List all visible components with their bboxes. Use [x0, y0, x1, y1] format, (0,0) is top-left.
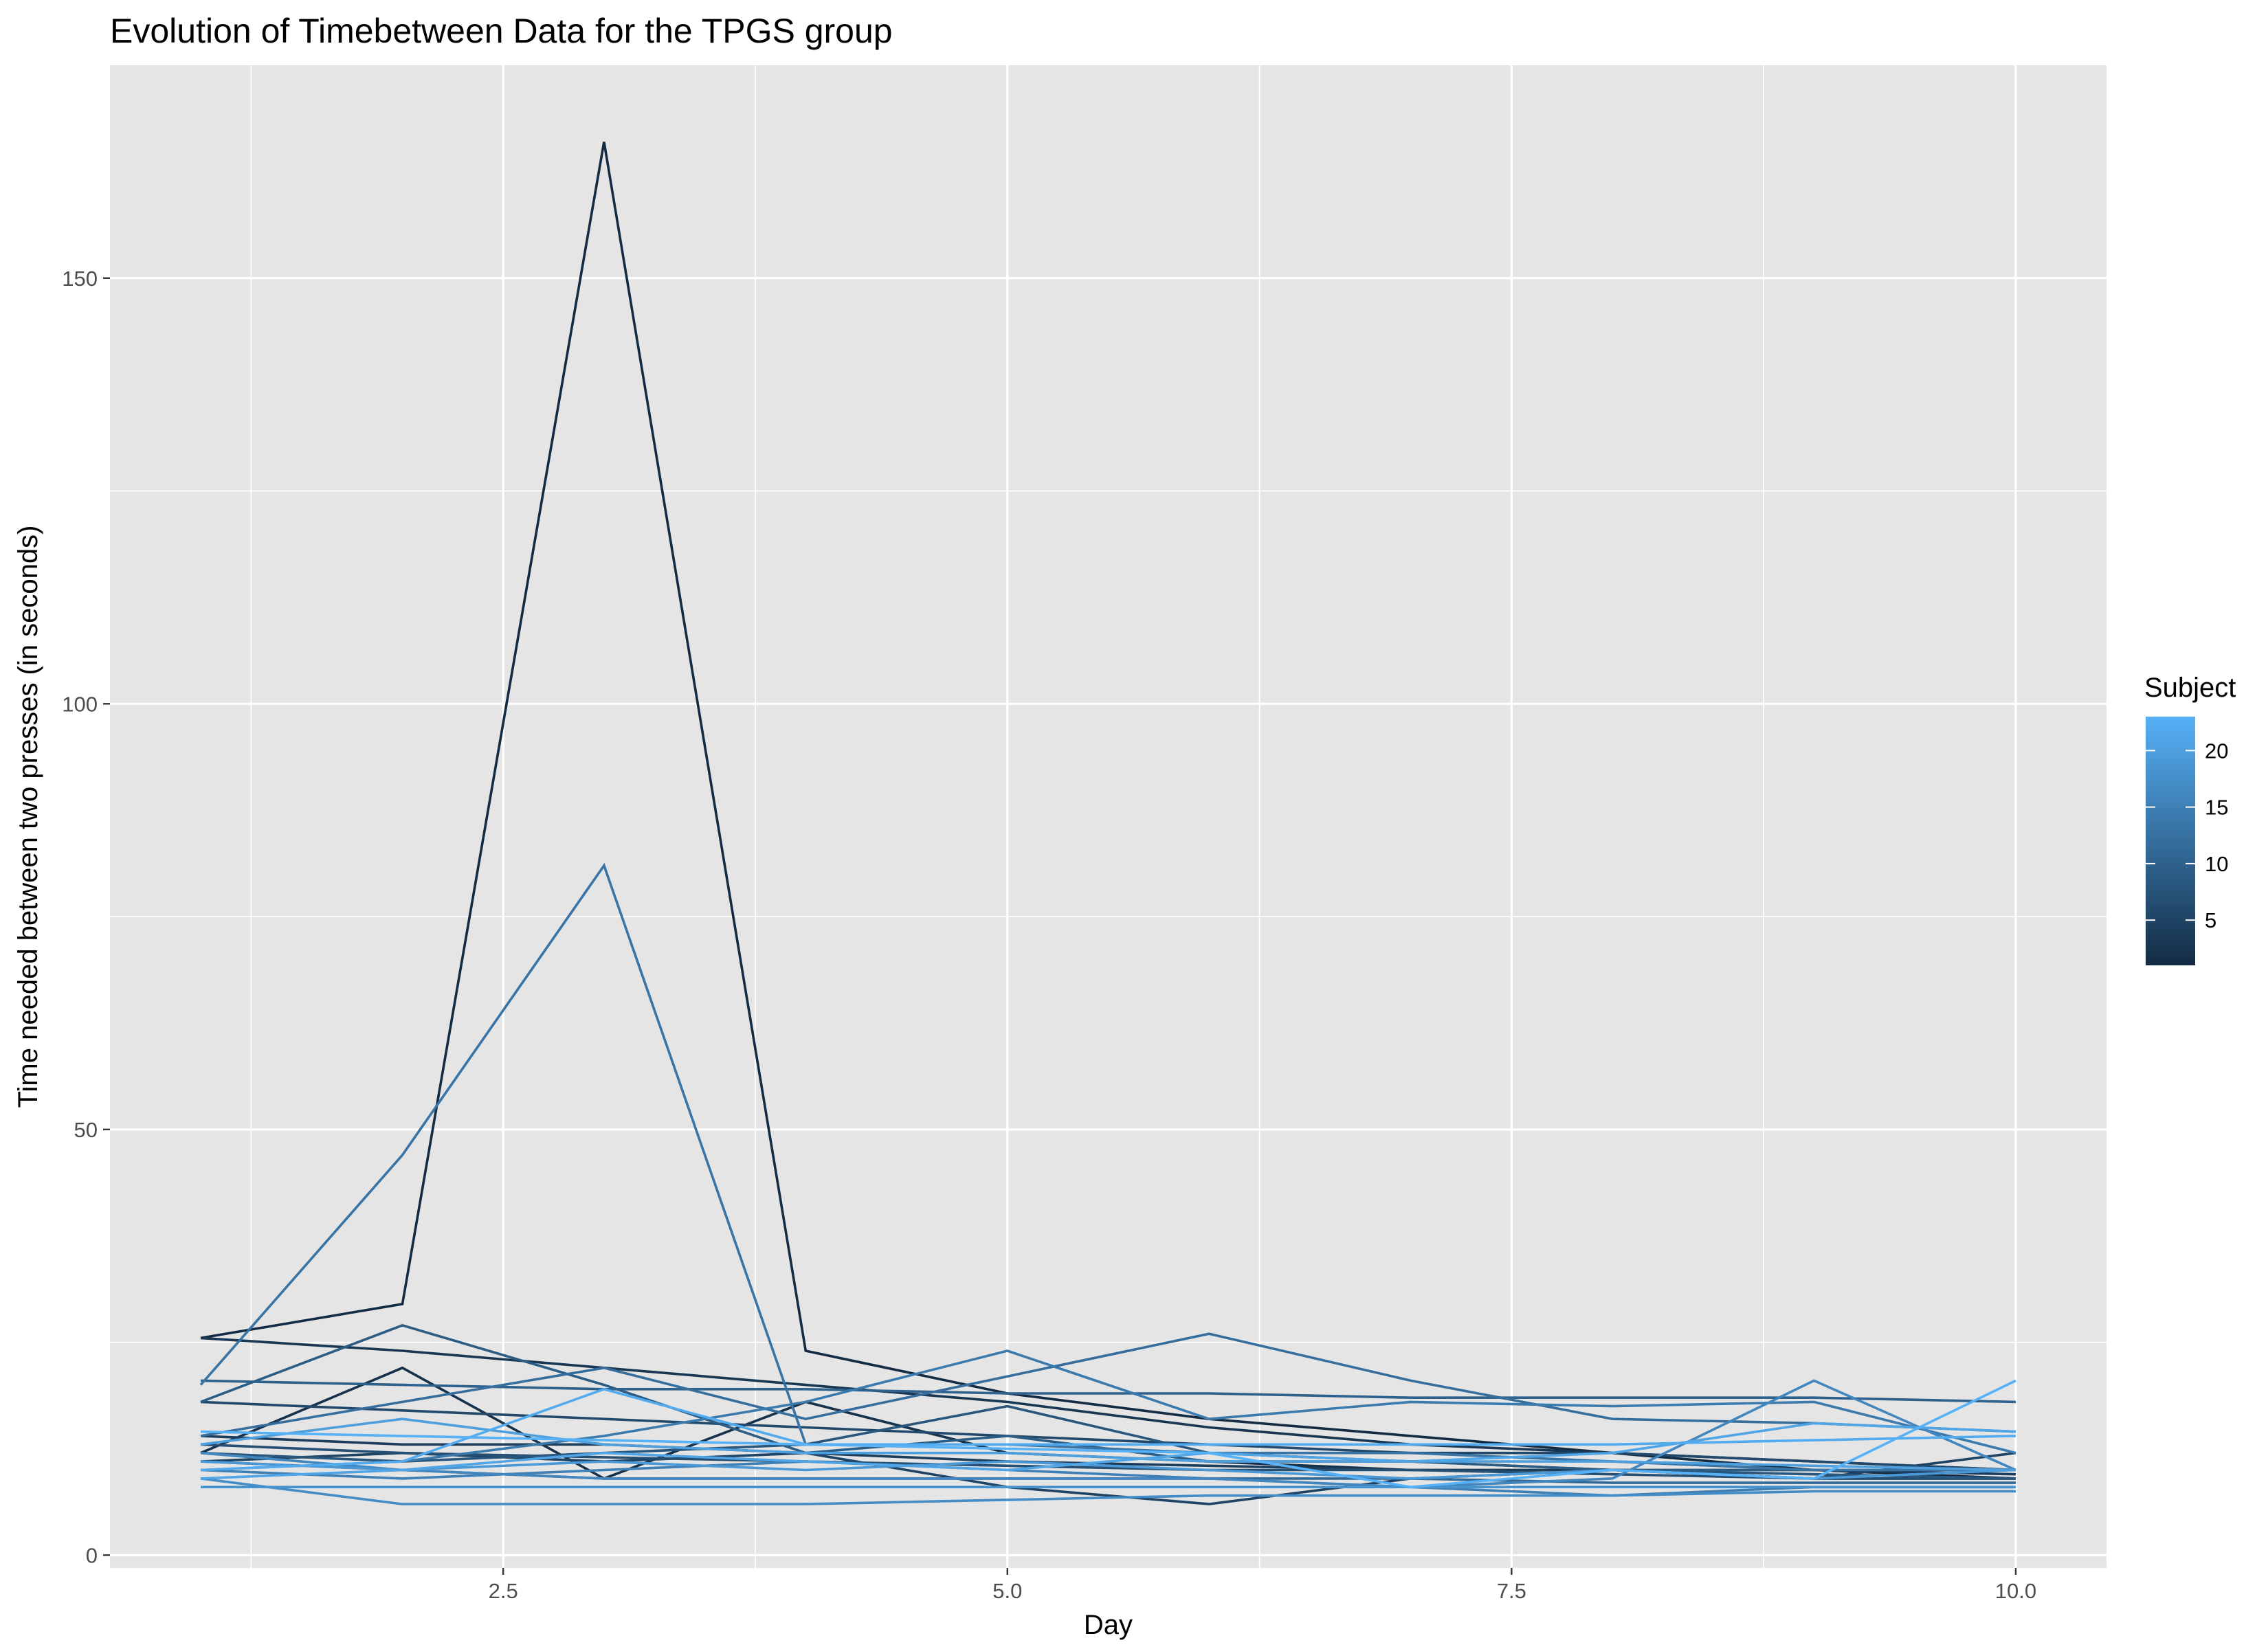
grid-minor [110, 65, 2106, 1568]
plot-panel [110, 65, 2106, 1568]
series-line-subject-22 [200, 1387, 2016, 1472]
series-line-subject-23 [200, 1379, 2016, 1489]
series-line-subject-14 [200, 1349, 2016, 1472]
series-line-subject-20 [200, 1417, 2016, 1472]
y-tick-label-0: 0 [86, 1543, 98, 1567]
x-tick-label-0: 2.5 [489, 1579, 518, 1603]
series-line-subject-21 [200, 1422, 2016, 1480]
series-line-subject-12 [200, 1332, 2016, 1437]
series-lines [199, 142, 2016, 1505]
series-line-subject-13 [199, 862, 2016, 1472]
legend-ticks: 5 10 15 20 [2146, 739, 2228, 932]
x-axis: 2.5 5.0 7.5 10.0 [489, 1568, 2036, 1603]
legend-label-1: 10 [2205, 852, 2228, 876]
y-tick-label-2: 100 [62, 692, 98, 716]
series-line-subject-6 [200, 1400, 2016, 1472]
x-tick-label-2: 7.5 [1497, 1579, 1526, 1603]
y-axis-title: Time needed between two presses (in seco… [13, 526, 43, 1108]
series-line-subject-1 [200, 142, 2016, 1480]
legend-label-2: 15 [2205, 796, 2228, 820]
x-tick-label-3: 10.0 [1995, 1579, 2036, 1603]
legend-label-0: 5 [2205, 908, 2216, 932]
legend-label-3: 20 [2205, 739, 2228, 763]
series-line-subject-16 [200, 1379, 2016, 1489]
y-tick-label-1: 50 [74, 1118, 98, 1142]
legend: Subject 5 10 15 20 [2144, 673, 2236, 965]
y-tick-label-3: 150 [62, 267, 98, 291]
y-axis: 0 50 100 150 [62, 267, 110, 1567]
series-line-subject-8 [200, 1404, 2016, 1480]
legend-title: Subject [2144, 673, 2236, 703]
chart-title: Evolution of Timebetween Data for the TP… [110, 12, 893, 50]
series-line-subject-10 [200, 1379, 2016, 1404]
legend-colorbar [2146, 717, 2195, 965]
x-tick-label-1: 5.0 [992, 1579, 1022, 1603]
grid-major [110, 65, 2106, 1568]
x-axis-title: Day [1084, 1610, 1133, 1640]
series-line-subject-17 [200, 1477, 2016, 1505]
series-line-subject-7 [200, 1443, 2016, 1480]
